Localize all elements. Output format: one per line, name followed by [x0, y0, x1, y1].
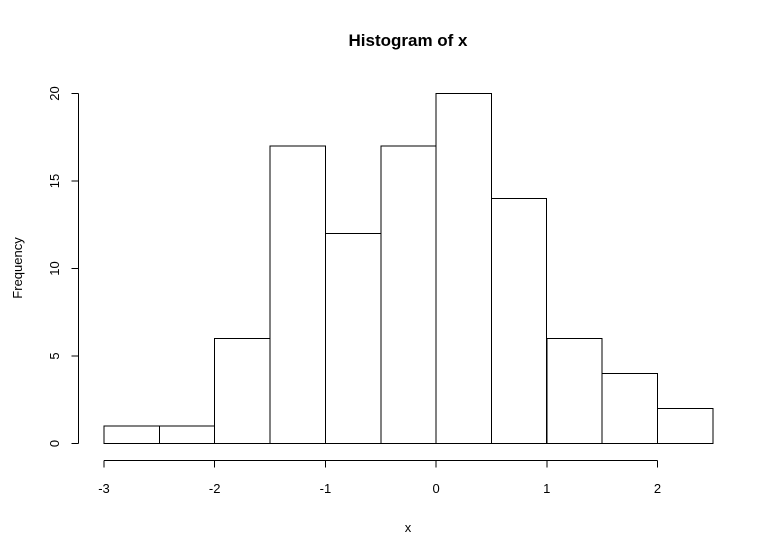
- histogram-bar: [158, 425, 216, 444]
- histogram-bars: [103, 93, 714, 444]
- y-tick-label: 0: [47, 440, 62, 447]
- x-axis: -3 -2 -1 0 1 2: [98, 460, 661, 496]
- histogram-bar: [601, 373, 659, 444]
- y-tick-label: 15: [47, 174, 62, 188]
- x-tick-label: 1: [543, 481, 550, 496]
- chart-title: Histogram of x: [348, 31, 468, 50]
- histogram-bar: [324, 233, 382, 444]
- x-tick-label: -1: [320, 481, 332, 496]
- histogram-bar: [435, 93, 492, 444]
- x-axis-label: x: [405, 520, 412, 535]
- histogram-bar: [657, 408, 714, 444]
- x-tick-label: 0: [432, 481, 439, 496]
- y-tick-label: 20: [47, 86, 62, 100]
- x-tick-label: -3: [98, 481, 110, 496]
- y-axis: 0 5 10 15 20: [47, 86, 79, 447]
- y-tick-label: 5: [47, 352, 62, 359]
- histogram-bar: [546, 338, 603, 444]
- histogram-bar: [269, 145, 326, 444]
- x-tick-label: -2: [209, 481, 221, 496]
- y-tick-label: 10: [47, 261, 62, 275]
- histogram-bar: [103, 425, 160, 444]
- histogram-bar: [214, 338, 271, 444]
- histogram-bar: [380, 145, 437, 444]
- histogram-bar: [490, 198, 548, 444]
- y-axis-label: Frequency: [10, 237, 25, 299]
- x-tick-label: 2: [654, 481, 661, 496]
